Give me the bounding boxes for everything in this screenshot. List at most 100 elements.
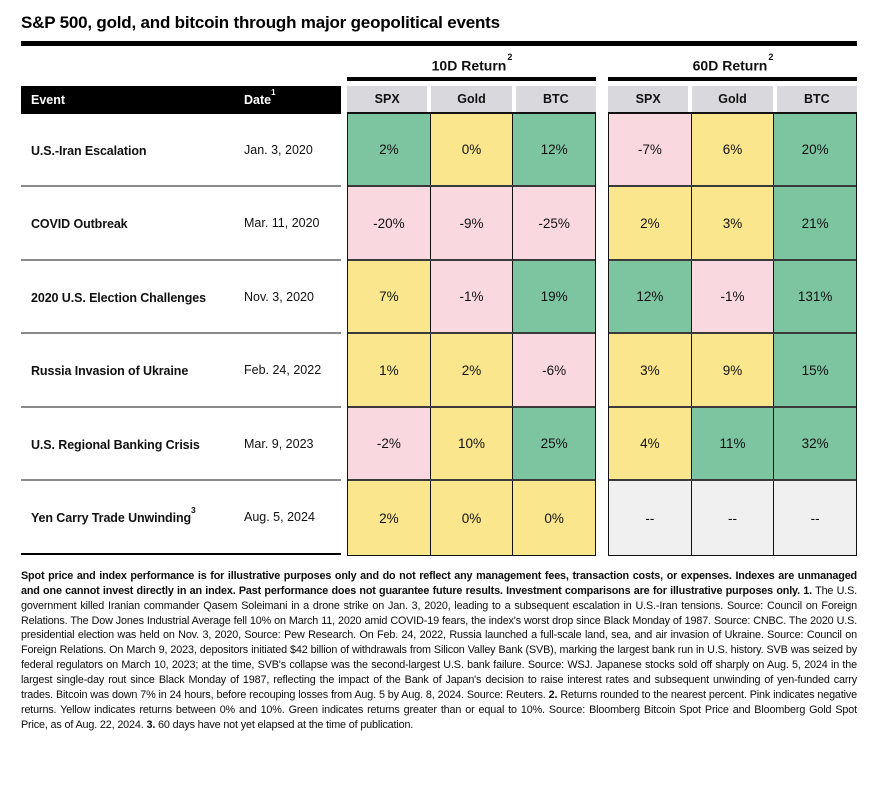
return-cell-60d-btc: 20%	[774, 113, 857, 186]
return-cell-10d-btc: 0%	[513, 481, 596, 555]
return-cell-60d-spx: 12%	[609, 260, 692, 333]
return-cell-60d-btc: 32%	[774, 407, 857, 480]
return-cell-60d-spx: 2%	[609, 187, 692, 259]
table-row-event: Yen Carry Trade Unwinding3 Aug. 5, 2024	[21, 481, 341, 555]
returns-row: 12% -1% 131%	[609, 260, 857, 335]
return-cell-10d-btc: 12%	[513, 113, 596, 186]
returns-block-60d: -7% 6% 20% 2% 3% 21% 12% -1% 131% 3% 9% …	[608, 113, 857, 556]
event-label: Yen Carry Trade Unwinding3	[31, 505, 196, 526]
returns-table: 10D Return2 60D Return2 Event Date1 SPX …	[21, 52, 857, 556]
group-header-60d-return: 60D Return2	[608, 52, 857, 81]
returns-row: 1% 2% -6%	[348, 334, 596, 408]
returns-row: 4% 11% 32%	[609, 407, 857, 482]
column-header-btc: BTC	[515, 85, 596, 112]
returns-row: 2% 0% 0%	[348, 481, 596, 555]
return-cell-10d-btc: 25%	[513, 407, 596, 480]
group-header-10d-return: 10D Return2	[347, 52, 596, 81]
return-cell-10d-gold: 0%	[430, 481, 514, 555]
footnote-marker-2-sup: 2	[507, 52, 513, 63]
returns-row: -7% 6% 20%	[609, 113, 857, 188]
footnotes: Spot price and index performance is for …	[21, 569, 857, 733]
column-header-gold: Gold	[431, 85, 512, 112]
footnote-marker-2-sup: 2	[768, 52, 774, 63]
table-row-event: COVID Outbreak Mar. 11, 2020	[21, 187, 341, 261]
return-cell-10d-gold: 10%	[430, 407, 514, 480]
returns-row: -2% 10% 25%	[348, 407, 596, 482]
return-cell-60d-gold: 6%	[691, 113, 775, 186]
return-cell-60d-spx: 3%	[609, 334, 692, 406]
event-date: Jan. 3, 2020	[244, 142, 313, 157]
return-cell-10d-gold: 0%	[430, 113, 514, 186]
event-date-header: Event Date1	[21, 85, 341, 114]
asset-headers-10d: SPX Gold BTC	[347, 85, 596, 114]
returns-row: 2% 3% 21%	[609, 187, 857, 261]
footnote-marker-1-sup: 1	[271, 88, 276, 98]
return-cell-60d-btc: 21%	[774, 187, 857, 259]
footnote-1-text: The U.S. government killed Iranian comma…	[21, 584, 857, 702]
event-date: Mar. 9, 2023	[244, 436, 314, 451]
table-row-event: U.S.-Iran Escalation Jan. 3, 2020	[21, 114, 341, 188]
group-header-60d-label: 60D Return	[692, 57, 768, 74]
returns-block-10d: 2% 0% 12% -20% -9% -25% 7% -1% 19% 1% 2%…	[347, 113, 596, 556]
event-label: Russia Invasion of Ukraine	[31, 364, 189, 379]
footnote-1-marker: 1.	[803, 584, 812, 597]
returns-row: 3% 9% 15%	[609, 334, 857, 408]
page-title: S&P 500, gold, and bitcoin through major…	[21, 13, 500, 32]
event-label: COVID Outbreak	[31, 217, 128, 232]
event-date: Mar. 11, 2020	[244, 216, 320, 231]
return-cell-60d-spx: 4%	[609, 407, 692, 480]
return-cell-60d-btc: 15%	[774, 334, 857, 406]
return-cell-60d-spx: --	[609, 481, 692, 555]
return-cell-60d-gold: 3%	[691, 187, 775, 259]
return-cell-10d-spx: 2%	[348, 113, 431, 186]
return-cell-10d-spx: 1%	[348, 334, 431, 406]
footnote-2-text: Returns rounded to the nearest percent. …	[21, 689, 857, 731]
table-row-event: 2020 U.S. Election Challenges Nov. 3, 20…	[21, 261, 341, 335]
returns-row: -- -- --	[609, 481, 857, 555]
return-cell-10d-btc: -25%	[513, 187, 596, 259]
return-cell-10d-spx: -2%	[348, 407, 431, 480]
event-date: Feb. 24, 2022	[244, 363, 322, 378]
asset-headers-60d: SPX Gold BTC	[608, 85, 857, 114]
footnote-3-marker: 3.	[146, 718, 156, 731]
returns-row: 7% -1% 19%	[348, 260, 596, 335]
return-cell-60d-gold: 11%	[691, 407, 775, 480]
event-label: U.S. Regional Banking Crisis	[31, 437, 200, 452]
returns-row: -20% -9% -25%	[348, 187, 596, 261]
return-cell-60d-btc: 131%	[774, 260, 857, 333]
disclaimer-text: Spot price and index performance is for …	[21, 569, 857, 597]
return-cell-10d-spx: 2%	[348, 481, 431, 555]
column-header-date: Date1	[244, 88, 276, 108]
return-cell-10d-gold: -9%	[430, 187, 514, 259]
return-cell-10d-gold: 2%	[430, 334, 514, 406]
return-cell-60d-gold: 9%	[691, 334, 775, 406]
return-cell-10d-spx: 7%	[348, 260, 431, 333]
return-cell-10d-gold: -1%	[430, 260, 514, 333]
return-cell-60d-gold: -1%	[691, 260, 775, 333]
event-date-column: U.S.-Iran Escalation Jan. 3, 2020 COVID …	[21, 114, 341, 556]
table-row-event: Russia Invasion of Ukraine Feb. 24, 2022	[21, 334, 341, 408]
column-header-btc: BTC	[776, 85, 857, 112]
table-row-event: U.S. Regional Banking Crisis Mar. 9, 202…	[21, 408, 341, 482]
figure-root: S&P 500, gold, and bitcoin through major…	[0, 12, 877, 733]
column-header-spx: SPX	[608, 85, 689, 112]
title-divider	[21, 41, 857, 47]
column-header-gold: Gold	[692, 85, 773, 112]
group-header-10d-label: 10D Return	[431, 57, 507, 74]
column-header-spx: SPX	[347, 85, 428, 112]
event-date: Nov. 3, 2020	[244, 289, 314, 304]
return-cell-60d-btc: --	[774, 481, 857, 555]
footnote-marker-3-sup: 3	[191, 505, 196, 516]
return-cell-60d-gold: --	[691, 481, 775, 555]
returns-row: 2% 0% 12%	[348, 113, 596, 188]
event-label: U.S.-Iran Escalation	[31, 143, 147, 158]
return-cell-10d-btc: -6%	[513, 334, 596, 406]
footnote-2-marker: 2.	[548, 689, 558, 702]
return-cell-60d-spx: -7%	[609, 113, 692, 186]
column-header-event: Event	[31, 92, 66, 107]
return-cell-10d-spx: -20%	[348, 187, 431, 259]
return-cell-10d-btc: 19%	[513, 260, 596, 333]
event-label: 2020 U.S. Election Challenges	[31, 290, 206, 305]
event-date: Aug. 5, 2024	[244, 510, 315, 525]
footnote-3-text: 60 days have not yet elapsed at the time…	[158, 718, 414, 731]
